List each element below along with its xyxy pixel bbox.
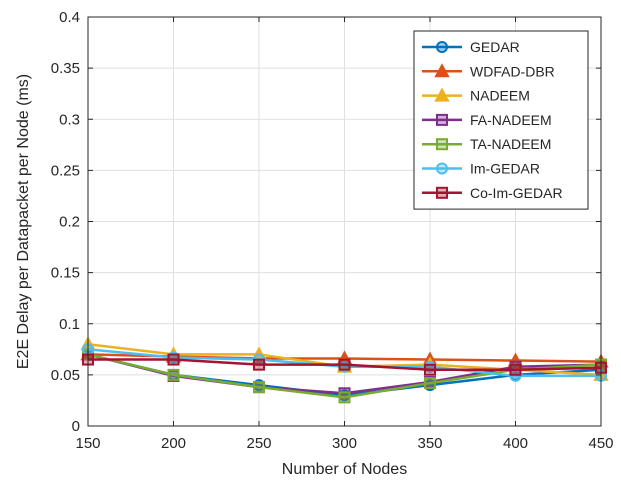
x-tick-label: 150 [75, 435, 100, 452]
legend-swatch-marker [436, 113, 448, 126]
legend-swatch-marker [434, 63, 450, 78]
y-tick-label: 0.15 [51, 265, 80, 282]
legend-item-fa-nadeem: FA-NADEEM [422, 112, 552, 128]
legend-item-wdfad-dbr: WDFAD-DBR [422, 63, 555, 79]
x-tick-label: 300 [332, 435, 357, 452]
data-point-co-im-gedar [424, 363, 436, 376]
series-line-co-im-gedar [88, 358, 602, 372]
legend-swatch-marker [436, 138, 448, 151]
data-point-co-im-gedar [338, 358, 351, 371]
legend-label: Im-GEDAR [470, 161, 540, 177]
series-line-im-gedar [87, 348, 601, 378]
y-tick-label: 0 [72, 418, 80, 435]
legend-item-gedar: GEDAR [422, 39, 520, 55]
x-tick-label: 250 [246, 435, 271, 452]
data-point-ta-nadeem [167, 368, 180, 381]
legend-label: Co-Im-GEDAR [470, 185, 563, 201]
y-tick-label: 0.35 [51, 60, 80, 77]
data-point-co-im-gedar [253, 358, 265, 371]
legend-label: TA-NADEEM [470, 136, 551, 152]
data-point-co-im-gedar [167, 353, 180, 366]
legend-item-ta-nadeem: TA-NADEEM [422, 136, 551, 152]
legend-swatch-marker [436, 162, 448, 175]
y-tick-label: 0.3 [59, 111, 80, 128]
x-tick-label: 400 [503, 435, 528, 452]
x-tick-label: 350 [417, 435, 442, 452]
legend-label: GEDAR [470, 39, 520, 55]
y-tick-label: 0.4 [59, 9, 80, 26]
data-point-co-im-gedar [509, 363, 522, 376]
y-tick-label: 0.1 [59, 316, 80, 333]
legend-label: FA-NADEEM [470, 112, 552, 128]
legend-item-co-im-gedar: Co-Im-GEDAR [422, 185, 563, 201]
legend-swatch-marker [434, 87, 450, 102]
legend-swatch-marker [436, 186, 448, 199]
ticks: 150 200 250 300 350 400 450 0 0.05 0.1 0.15 0.2 0.25… [51, 9, 614, 452]
y-tick-label: 0.25 [51, 162, 80, 179]
legend-item-im-gedar: Im-GEDAR [422, 161, 540, 177]
data-point-ta-nadeem [253, 381, 265, 394]
x-tick-label: 200 [161, 435, 186, 452]
y-axis-title: E2E Delay per Datapacket per Node (ms) [15, 74, 32, 369]
legend-item-nadeem: NADEEM [422, 87, 530, 104]
legend: GEDAR WDFAD-DBR NADEEM FA-NADEEM TA-NADEEM Im… [413, 30, 589, 210]
x-axis-title: Number of Nodes [282, 461, 407, 478]
data-point-ta-nadeem [338, 391, 351, 404]
legend-label: NADEEM [470, 88, 530, 104]
legend-label: WDFAD-DBR [470, 63, 555, 79]
y-tick-label: 0.05 [51, 367, 80, 384]
data-point-ta-nadeem [424, 377, 436, 390]
y-tick-label: 0.2 [59, 214, 80, 231]
x-tick-label: 450 [588, 435, 613, 452]
legend-swatch-marker [436, 41, 448, 53]
